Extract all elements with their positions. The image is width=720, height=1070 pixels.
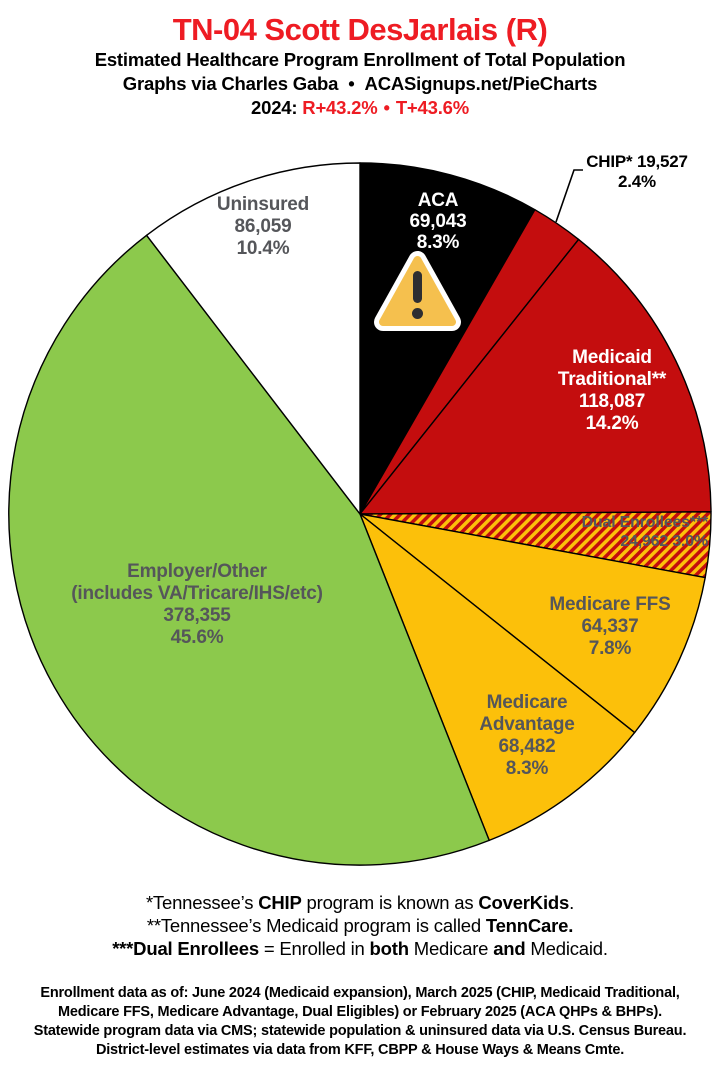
partisan-t-value: T+43.6%: [395, 97, 469, 118]
credit-line: Graphs via Charles Gaba • ACASignups.net/P…: [0, 72, 720, 96]
slice-label-dual-enrollees: Dual Enrollees*** 24,962 3.0%: [581, 514, 709, 550]
pie-slice-medicare-ffs: [359, 513, 706, 734]
slice-label-aca: ACA 69,043 8.3%: [409, 190, 467, 253]
slice-label-medicare-ffs: Medicare FFS 64,337 7.8%: [549, 594, 671, 659]
bullet-separator: •: [383, 97, 390, 118]
source-line: Enrollment data as of: June 2024 (Medica…: [40, 985, 680, 1001]
footnote-dual: ***Dual Enrollees = Enrolled in both Med…: [112, 938, 608, 959]
partisan-lean-line: 2024: R+43.2% • T+43.6%: [0, 96, 720, 120]
chip-leader-line: [555, 169, 583, 223]
source-line: District-level estimates via data from K…: [95, 1042, 625, 1058]
slice-label-uninsured: Uninsured 86,059 10.4%: [216, 194, 310, 259]
slice-label-employer-other: Employer/Other (includes VA/Tricare/IHS/…: [71, 561, 323, 648]
subtitle: Estimated Healthcare Program Enrollment …: [94, 49, 626, 70]
pie-slice-medicaid-traditional: [359, 238, 712, 515]
partisan-year: 2024:: [251, 97, 298, 118]
source-line: Statewide program data via CMS; statewid…: [33, 1023, 687, 1039]
site-credit: ACASignups.net/PieCharts: [364, 73, 598, 94]
pie-slice-aca: [359, 162, 536, 515]
warning-exclamation-bar: [413, 271, 422, 303]
pie-chart: Uninsured 86,059 10.4% ACA 69,043 8.3% C…: [0, 150, 720, 880]
data-sources: Enrollment data as of: June 2024 (Medica…: [0, 984, 720, 1060]
bullet-separator: •: [348, 73, 355, 94]
pie-slices: [8, 162, 712, 866]
warning-triangle-icon: [374, 251, 461, 331]
header: TN-04 Scott DesJarlais (R) Estimated Hea…: [0, 12, 720, 120]
footnote-chip: *Tennessee’s CHIP program is known as Co…: [145, 892, 575, 913]
slice-label-medicaid-traditional: Medicaid Traditional** 118,087 14.2%: [557, 347, 667, 434]
pie-slice-uninsured: [145, 162, 361, 515]
partisan-r-value: R+43.2%: [302, 97, 378, 118]
page-title: TN-04 Scott DesJarlais (R): [172, 12, 548, 47]
slice-label-chip: CHIP* 19,527 2.4%: [586, 152, 688, 191]
warning-exclamation-dot: [412, 308, 423, 319]
footnotes: *Tennessee’s CHIP program is known as Co…: [0, 891, 720, 960]
pie-slice-employer-other: [8, 234, 490, 866]
source-line: Medicare FFS, Medicare Advantage, Dual E…: [58, 1004, 662, 1020]
pie-slice-medicare-advantage: [359, 513, 636, 842]
slice-label-medicare-advantage: Medicare Advantage 68,482 8.3%: [479, 692, 575, 779]
graphs-credit: Graphs via Charles Gaba: [122, 73, 339, 94]
footnote-medicaid: **Tennessee’s Medicaid program is called…: [146, 915, 574, 936]
pie-svg: [8, 162, 712, 866]
